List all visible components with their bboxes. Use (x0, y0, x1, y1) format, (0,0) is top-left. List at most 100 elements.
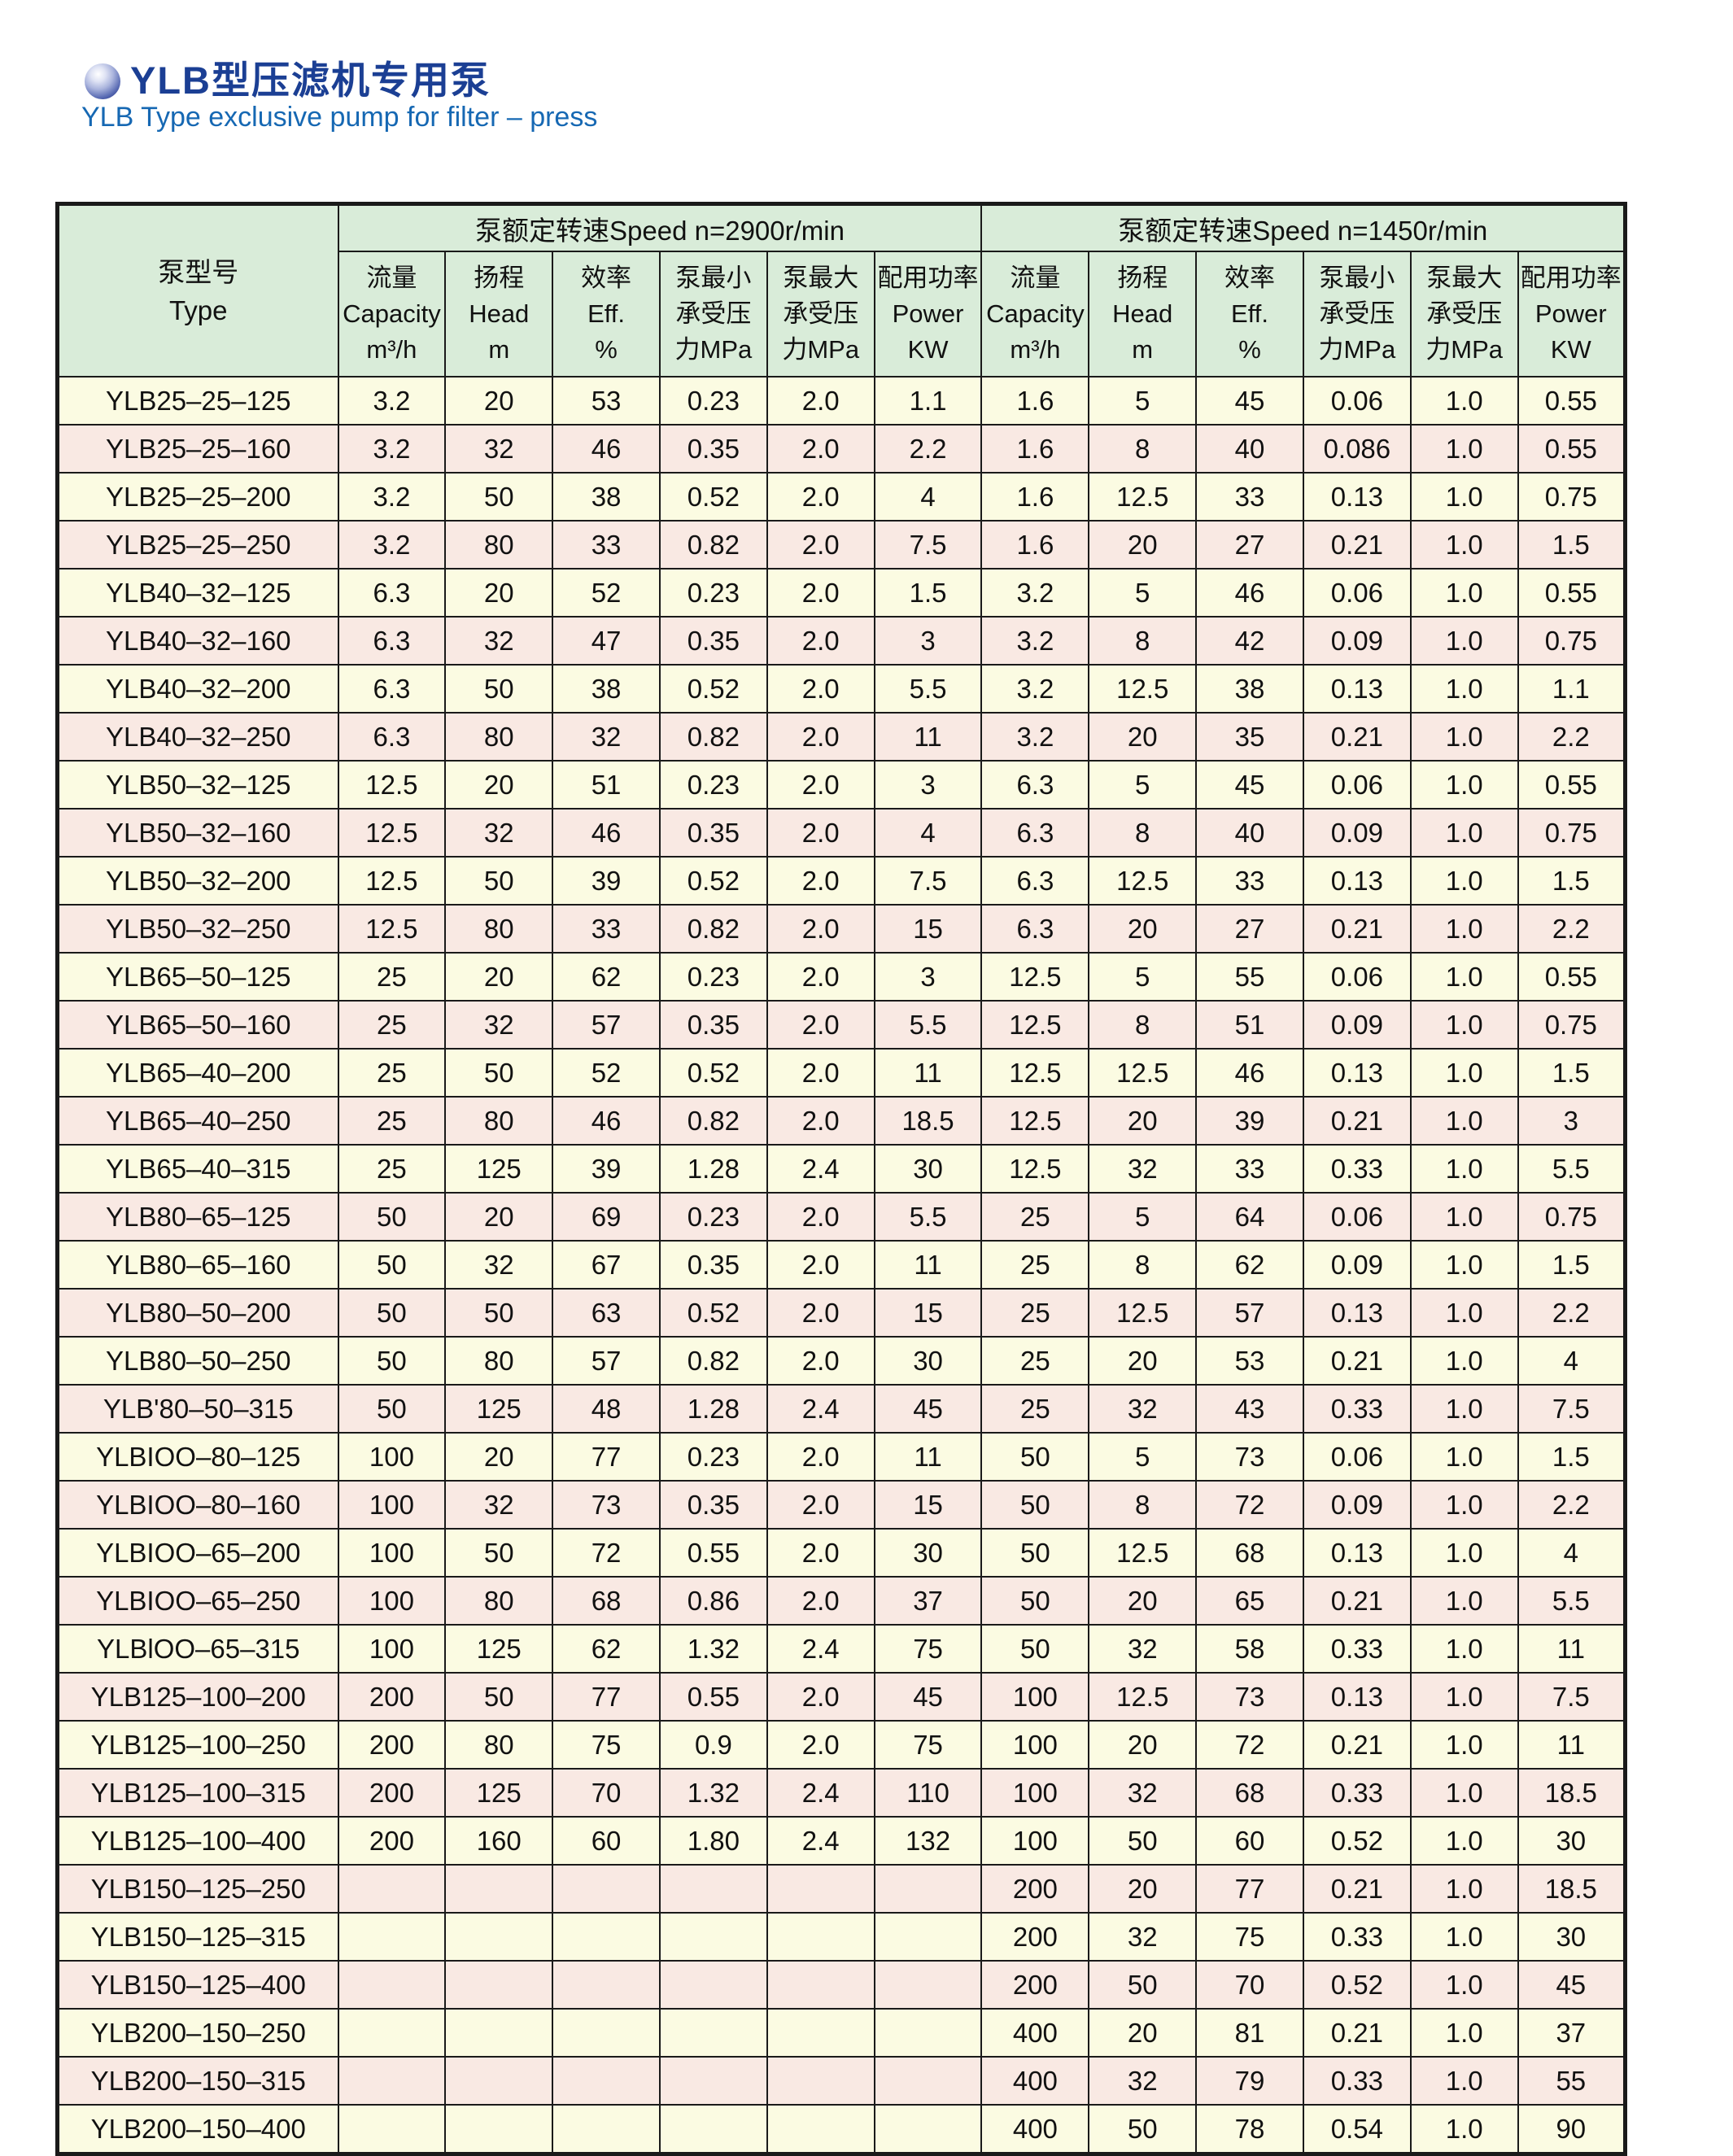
value-cell: 67 (552, 1240, 661, 1290)
value-cell: 64 (1195, 1192, 1304, 1242)
value-cell: 100 (980, 1816, 1090, 1866)
value-cell: 8 (1088, 1480, 1198, 1530)
value-cell: 0.21 (1302, 904, 1412, 954)
value-cell: 20 (444, 1192, 554, 1242)
col-header-line: 泵最大 (783, 264, 859, 292)
value-cell: 50 (980, 1528, 1090, 1578)
value-cell: 12.5 (980, 1096, 1090, 1146)
value-cell: 11 (873, 1240, 983, 1290)
value-cell: 1.0 (1409, 424, 1519, 474)
group-header-speed-2900: 泵额定转速Speed n=2900r/min (337, 203, 983, 252)
table-row: YLB50–32–160 12.5 32 46 0.35 2.0 4 6.3 8 40 0.09 1.… (56, 808, 1626, 858)
bullet-icon (85, 63, 120, 99)
value-cell: 25 (337, 1096, 447, 1146)
value-cell: 45 (1195, 760, 1304, 810)
pump-type-cell: YLB65–40–315 (56, 1144, 339, 1194)
table-row: YLB125–100–200 200 50 77 0.55 2.0 45 100 12.5 73 0… (56, 1672, 1626, 1722)
value-cell (444, 1912, 554, 1962)
value-cell (337, 1864, 447, 1914)
value-cell: 35 (1195, 712, 1304, 762)
value-cell: 50 (980, 1432, 1090, 1482)
value-cell: 1.6 (980, 424, 1090, 474)
table-row: YLB65–40–315 25 125 39 1.28 2.4 30 12.5 32 33 0.33… (56, 1144, 1626, 1194)
value-cell: 46 (552, 808, 661, 858)
value-cell: 11 (1517, 1720, 1626, 1770)
value-cell: 33 (1195, 472, 1304, 522)
value-cell: 2.0 (766, 1528, 875, 1578)
value-cell: 0.52 (658, 1288, 768, 1338)
value-cell: 1.0 (1409, 1624, 1519, 1674)
value-cell: 0.33 (1302, 1912, 1412, 1962)
col-header-line: % (595, 335, 618, 364)
value-cell: 2.0 (766, 616, 875, 666)
value-cell: 1.32 (658, 1768, 768, 1818)
value-cell: 32 (1088, 1912, 1198, 1962)
value-cell: 0.52 (658, 856, 768, 906)
value-cell: 30 (873, 1336, 983, 1386)
value-cell: 2.2 (1517, 712, 1626, 762)
pump-type-cell: YLB40–32–250 (56, 712, 339, 762)
value-cell: 6.3 (980, 904, 1090, 954)
value-cell: 20 (1088, 1720, 1198, 1770)
pump-type-cell: YLB25–25–250 (56, 520, 339, 570)
value-cell: 12.5 (337, 808, 447, 858)
value-cell: 2.4 (766, 1384, 875, 1434)
value-cell: 0.13 (1302, 472, 1412, 522)
value-cell: 25 (980, 1192, 1090, 1242)
pump-type-cell: YLBIOO–80–160 (56, 1480, 339, 1530)
value-cell: 50 (980, 1480, 1090, 1530)
value-cell: 2.0 (766, 424, 875, 474)
table-row: YLB40–32–250 6.3 80 32 0.82 2.0 11 3.2 20 35 0.21 1… (56, 712, 1626, 762)
value-cell: 1.0 (1409, 856, 1519, 906)
value-cell: 0.82 (658, 1096, 768, 1146)
col-header-line: m (488, 335, 510, 364)
table-row: YLB80–50–200 50 50 63 0.52 2.0 15 25 12.5 57 0.13 1… (56, 1288, 1626, 1338)
value-cell: 6.3 (980, 856, 1090, 906)
value-cell: 3.2 (337, 424, 447, 474)
value-cell: 2.0 (766, 1240, 875, 1290)
value-cell: 0.52 (658, 664, 768, 714)
value-cell: 0.35 (658, 1480, 768, 1530)
value-cell: 0.23 (658, 1192, 768, 1242)
pump-type-cell: YLB25–25–200 (56, 472, 339, 522)
value-cell: 50 (1088, 1816, 1198, 1866)
value-cell: 3.2 (337, 472, 447, 522)
value-cell: 1.28 (658, 1144, 768, 1194)
col-header-line: m (1132, 335, 1154, 364)
col-header-n1450-0: 流量 Capacity m³/h (980, 251, 1090, 378)
value-cell: 53 (552, 376, 661, 426)
value-cell: 73 (1195, 1432, 1304, 1482)
value-cell: 81 (1195, 2008, 1304, 2058)
col-header-n2900-3: 泵最小 承受压 力MPa (658, 251, 768, 378)
value-cell: 1.32 (658, 1624, 768, 1674)
value-cell: 8 (1088, 1240, 1198, 1290)
value-cell: 32 (1088, 1144, 1198, 1194)
value-cell: 90 (1517, 2104, 1626, 2155)
value-cell: 5 (1088, 568, 1198, 618)
col-header-line: Power (1534, 299, 1607, 328)
value-cell: 57 (552, 1336, 661, 1386)
col-header-line: 承受压 (675, 299, 752, 328)
value-cell: 0.06 (1302, 952, 1412, 1002)
value-cell: 30 (1517, 1816, 1626, 1866)
value-cell: 50 (444, 1528, 554, 1578)
value-cell: 0.82 (658, 1336, 768, 1386)
col-header-line: 承受压 (783, 299, 859, 328)
value-cell: 20 (444, 952, 554, 1002)
value-cell: 6.3 (980, 760, 1090, 810)
value-cell: 2.0 (766, 1096, 875, 1146)
value-cell: 32 (444, 1480, 554, 1530)
value-cell: 47 (552, 616, 661, 666)
value-cell: 200 (337, 1768, 447, 1818)
value-cell: 1.0 (1409, 1768, 1519, 1818)
value-cell: 1.0 (1409, 1000, 1519, 1050)
value-cell: 0.09 (1302, 616, 1412, 666)
value-cell: 1.0 (1409, 1480, 1519, 1530)
pump-type-cell: YLB50–32–250 (56, 904, 339, 954)
value-cell: 0.21 (1302, 1096, 1412, 1146)
value-cell: 25 (980, 1384, 1090, 1434)
table-row: YLB80–50–250 50 80 57 0.82 2.0 30 25 20 53 0.21 1.0… (56, 1336, 1626, 1386)
pump-type-cell: YLB200–150–315 (56, 2056, 339, 2106)
value-cell: 12.5 (1088, 664, 1198, 714)
table-row: YLB65–40–200 25 50 52 0.52 2.0 11 12.5 12.5 46 0.1… (56, 1048, 1626, 1098)
